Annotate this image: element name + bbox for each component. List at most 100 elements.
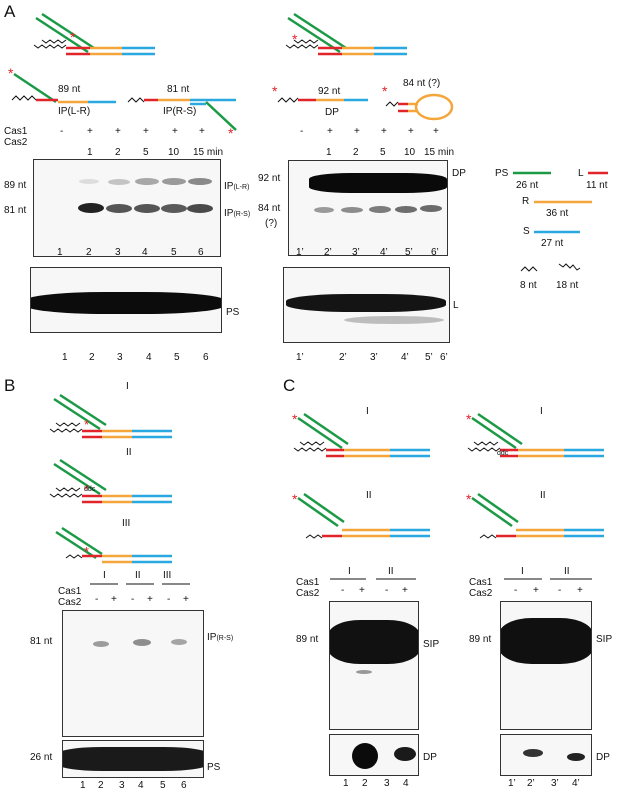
c-right-sip: SIP [596,634,613,645]
legend-r: R [522,196,530,207]
schematic-c-left-2: * [292,491,430,539]
c-right-sign-2: + [533,585,539,596]
svg-text:*: * [292,491,298,507]
a-right-time-4: 10 [404,147,416,158]
a-right-lane-5: 5’ [405,247,413,258]
b-group-lines [90,583,190,585]
a-left-lane-4: 4 [142,247,148,258]
a-left-time-4: 10 [168,147,180,158]
b-sign-6: + [183,594,189,605]
c-right-lane-2: 2’ [527,778,535,789]
a-right-time-5: 15 min [424,147,455,158]
svg-text:*: * [292,411,298,427]
gel-b-top [62,610,204,737]
b-sign-4: + [147,594,153,605]
schematic-ip-lr: * [8,65,116,104]
b-roman-2: II [126,447,132,458]
band-l-shadow [344,316,444,324]
band-ip-lr-lane6 [188,178,212,185]
band-b-ps [63,747,203,771]
b-sign-5: - [167,594,171,605]
b-band-label: IP(R-S) [207,632,234,643]
b-sign-2: + [111,594,117,605]
a-left-lane-6: 6 [198,247,204,258]
b-sign-1: - [95,594,99,605]
c-left-sip: SIP [423,639,440,650]
a-left-lane-5: 5 [171,247,177,258]
schematic-hairpin: * [382,83,454,121]
a-right-marker-92: 92 nt [258,173,281,184]
b-ps-label: PS [207,762,221,773]
a-left-sign-1: - [60,126,64,137]
b-lane-5: 5 [160,780,166,791]
a-left-ps-lane-4: 4 [146,352,152,363]
c-right-sign-1: - [514,585,518,596]
c-left-sign-4: + [402,585,408,596]
a-right-l-lane-5: 5’ [425,352,433,363]
c-right-roman-1: I [540,406,543,417]
band-hairpin-lane4 [369,206,391,213]
svg-text:*: * [466,491,472,507]
schematic-b-3: * [55,526,172,564]
a-left-marker-89: 89 nt [4,180,27,191]
a-left-sign-5: + [172,126,178,137]
a-right-sign-1: - [300,126,304,137]
a-left-ps-lane-5: 5 [174,352,180,363]
band-ip-lr-lane5 [162,178,186,185]
b-ddc-label: ddc [84,486,96,493]
ip-rs-nt: 81 nt [167,84,190,95]
b-lane-1: 1 [80,780,86,791]
a-left-cas1: Cas1 [4,126,28,137]
c-left-lane-1: 1 [343,778,349,789]
legend-s-nt: 27 nt [541,238,564,249]
band-b-lane4 [133,639,151,646]
schematic-ip-rs: * [127,97,237,141]
schematic-a-substrate-left: * [33,12,155,56]
c-right-dp: DP [596,752,610,763]
band-ip-lr-lane4 [135,178,159,185]
b-group-2: II [135,570,141,581]
b-group-1: I [103,570,106,581]
a-right-l-lane-4: 4’ [401,352,409,363]
band-ip-lr-lane3 [108,179,130,185]
dp-nt: 92 nt [318,86,341,97]
a-left-cas2: Cas2 [4,137,28,148]
c-right-lane-1: 1’ [508,778,516,789]
band-ip-rs-lane3 [106,204,132,213]
schematic-c-right-1: * [466,411,604,458]
gel-c-right-dp [500,734,592,776]
legend-w18-nt: 18 nt [556,280,579,291]
legend-ps: PS [495,168,509,179]
c-left-roman-1: I [366,406,369,417]
band-hairpin-lane6 [420,205,442,212]
band-ip-rs-lane5 [161,204,187,213]
a-left-time-2: 2 [115,147,121,158]
b-marker-26: 26 nt [30,752,53,763]
band-ip-rs-lane6 [187,204,213,213]
c-right-cas1: Cas1 [469,577,493,588]
legend-l-nt: 11 nt [586,180,608,191]
a-right-lane-2: 2’ [324,247,332,258]
svg-text:*: * [292,31,298,47]
b-sign-3: - [131,594,135,605]
band-ps [31,292,221,314]
a-right-sign-4: + [381,126,387,137]
a-right-band-dp: DP [452,168,466,179]
band-ip-rs-lane2 [78,203,104,213]
a-left-lane-1: 1 [57,247,63,258]
band-hairpin-lane5 [395,206,417,213]
legend-w8-nt: 8 nt [520,280,537,291]
c-right-lane-3: 3’ [551,778,559,789]
legend-l: L [578,168,584,179]
b-roman-3: III [122,518,131,529]
a-left-time-1: 1 [87,147,93,158]
a-right-sign-5: + [408,126,414,137]
legend-l-line [588,171,608,175]
band-c-left-dp-lane2 [352,743,378,769]
ip-rs-name: IP(R-S) [163,106,197,117]
b-marker-81: 81 nt [30,636,53,647]
band-hairpin-lane2 [314,207,334,213]
a-right-time-2: 2 [353,147,359,158]
hairpin-nt: 84 nt (?) [403,78,441,89]
legend-r-nt: 36 nt [546,208,569,219]
